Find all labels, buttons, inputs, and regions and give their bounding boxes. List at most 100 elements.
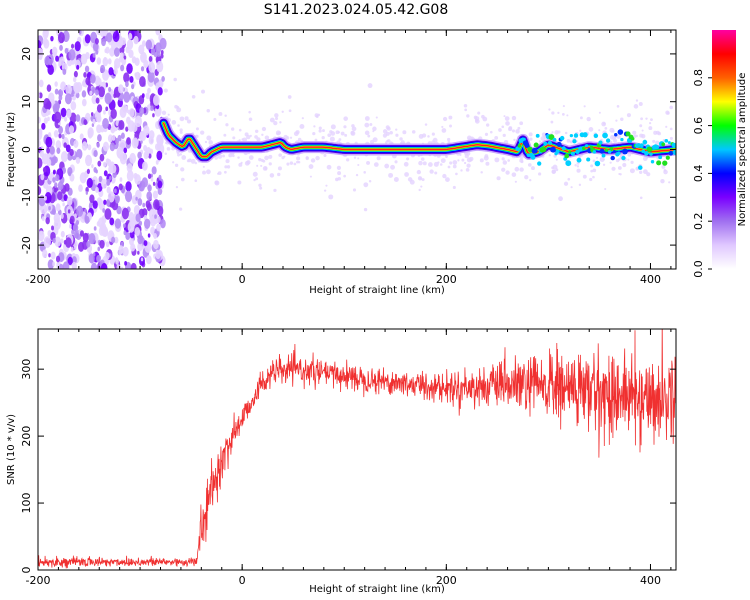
noise-blob [38, 128, 43, 135]
ridge-halo-dot [299, 124, 305, 129]
noise-blob [57, 180, 64, 191]
ridge-halo-dot [309, 175, 312, 178]
noise-blob [103, 199, 107, 205]
ridge-halo-dot [237, 180, 242, 185]
ridge-speckle [530, 155, 536, 160]
ridge-halo-dot [642, 169, 648, 175]
noise-blob [89, 90, 93, 96]
noise-blob [43, 117, 48, 124]
ridge-halo-dot [590, 164, 594, 168]
ridge-halo-dot [519, 158, 524, 163]
ridge-halo-dot [427, 135, 430, 138]
ridge-halo-dot [427, 162, 433, 167]
noise-blob [125, 232, 131, 241]
ridge-halo-dot [515, 129, 520, 134]
noise-blob [38, 139, 41, 148]
ridge-speckle [630, 136, 635, 141]
ridge-speckle [672, 149, 676, 156]
ridge-halo-dot [286, 162, 290, 166]
noise-blob [148, 153, 152, 159]
ridge-halo-dot [601, 121, 607, 127]
ridge-halo-dot [372, 126, 377, 132]
noise-blob [123, 91, 131, 103]
noise-blob [69, 215, 75, 224]
noise-blob [108, 86, 112, 93]
ridge-halo-dot [511, 115, 517, 121]
noise-blob [73, 231, 78, 239]
ridge-halo-dot [248, 117, 253, 121]
ridge-halo-dot [555, 158, 558, 161]
noise-blob [109, 175, 112, 181]
noise-blob [101, 38, 106, 47]
ridge-halo-dot [411, 130, 416, 134]
ridge-halo-dot [551, 131, 554, 134]
ridge-speckle [543, 141, 548, 146]
ridge-halo-dot [369, 122, 373, 126]
ridge-halo-dot [598, 129, 601, 132]
noise-blob [57, 32, 65, 44]
ridge-halo-dot [201, 89, 206, 94]
ridge-halo-dot [226, 165, 231, 169]
ridge-halo-dot [418, 188, 421, 192]
ridge-halo-dot [441, 125, 444, 129]
noise-blob [75, 114, 81, 122]
ridge-halo-dot [224, 170, 227, 174]
noise-blob [48, 253, 51, 258]
noise-blob [150, 105, 154, 112]
noise-blob [140, 257, 144, 262]
snr-xlabel: Height of straight line (km) [309, 584, 445, 595]
noise-blob [65, 237, 72, 248]
ridge-halo-dot [264, 155, 269, 161]
noise-blob [81, 98, 87, 107]
spec-ytick-label: -10 [20, 188, 33, 206]
noise-blob [119, 106, 127, 119]
ridge-halo-dot [663, 169, 668, 175]
ridge-halo-dot [327, 133, 332, 138]
ridge-halo-dot [246, 134, 251, 140]
ridge-speckle [533, 142, 539, 148]
noise-blob [54, 81, 58, 87]
noise-blob [68, 171, 72, 177]
ridge-halo-dot [638, 102, 643, 106]
noise-blob [120, 266, 124, 269]
ridge-halo-dot [609, 161, 612, 164]
ridge-halo-dot [578, 183, 582, 187]
ridge-halo-dot [276, 132, 279, 136]
ridge-halo-dot [330, 124, 336, 130]
noise-blob [148, 61, 156, 73]
noise-blob [38, 79, 44, 88]
ridge-speckle [594, 160, 601, 167]
ridge-speckle [658, 155, 663, 160]
ridge-halo-dot [181, 155, 187, 160]
ridge-halo-dot [466, 163, 471, 168]
noise-blob [153, 233, 157, 239]
ridge-halo-dot [323, 189, 327, 192]
ridge-halo-dot [230, 127, 235, 131]
noise-blob [137, 198, 143, 206]
ridge-halo-dot [442, 116, 448, 122]
ridge-halo-dot [452, 164, 457, 169]
noise-blob [100, 64, 106, 74]
ridge-halo-dot [217, 172, 220, 175]
ridge-halo-dot [429, 169, 434, 174]
noise-blob [71, 229, 75, 235]
noise-blob [97, 217, 105, 229]
ridge-halo-dot [505, 170, 510, 175]
noise-blob [102, 57, 109, 67]
ridge-halo-dot [604, 126, 608, 130]
noise-blob [135, 213, 141, 223]
ridge-halo-dot [441, 128, 447, 133]
ridge-halo-dot [297, 137, 302, 142]
ridge-speckle [541, 146, 547, 153]
noise-blob [74, 41, 81, 52]
noise-blob [51, 157, 55, 163]
noise-blob [63, 142, 67, 148]
ridge-speckle [625, 131, 631, 137]
colorbar-tick-label: 0.2 [692, 212, 705, 230]
ridge-halo-dot [579, 129, 582, 132]
noise-blob [96, 221, 100, 227]
ridge-halo-dot [529, 137, 533, 141]
ridge-halo-dot [384, 141, 388, 144]
ridge-halo-dot [357, 163, 360, 167]
noise-blob [97, 134, 102, 142]
